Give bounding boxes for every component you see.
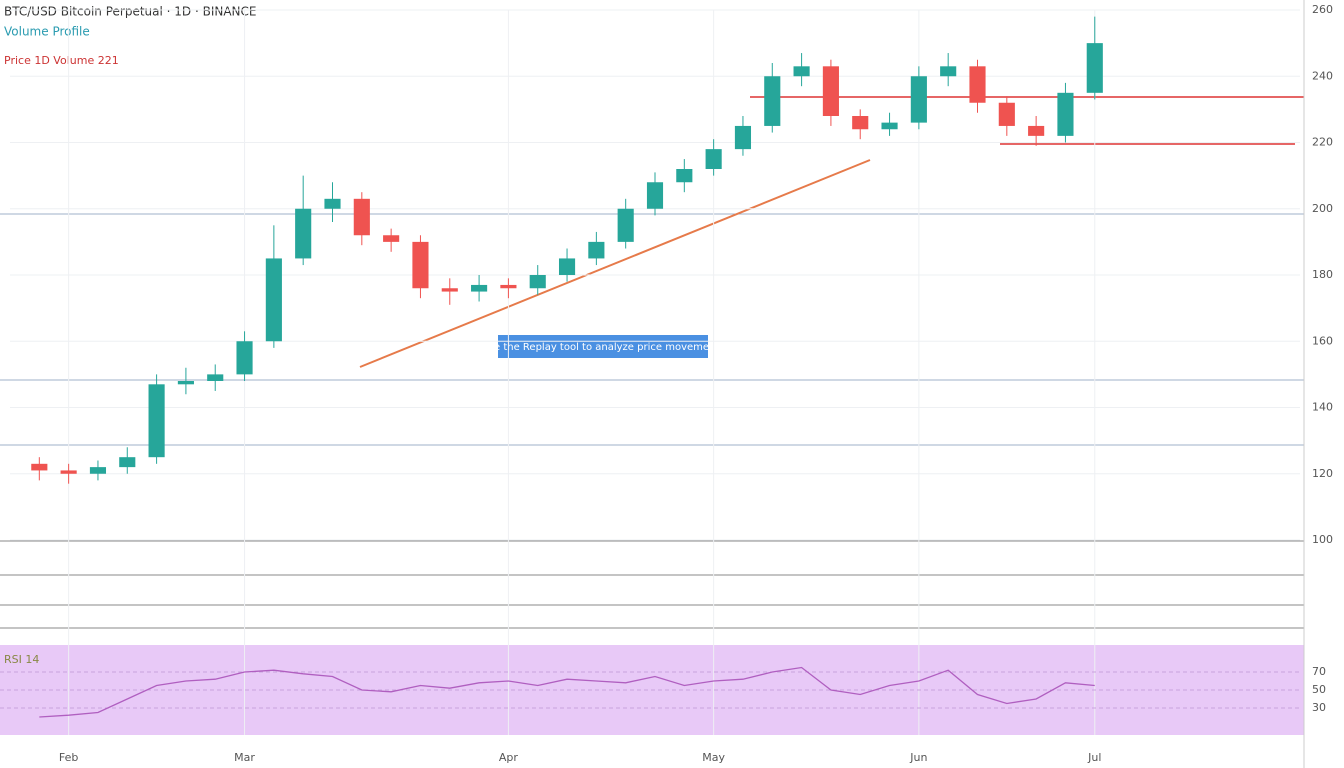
chart-title: BTC/USD Bitcoin Perpetual · 1D · BINANCE — [4, 5, 256, 19]
candle-body — [60, 470, 77, 474]
candle-body — [910, 76, 927, 123]
candle-body — [1028, 125, 1045, 136]
y-tick-label: 180 — [1312, 268, 1333, 281]
y-tick-label: 140 — [1312, 401, 1333, 414]
candle-body — [558, 258, 576, 275]
y-tick-label: 240 — [1312, 69, 1333, 82]
candle-body — [646, 182, 664, 209]
y-tick-label: 120 — [1312, 467, 1333, 480]
candle-body — [881, 122, 898, 130]
candle-body — [295, 208, 312, 259]
candle-body — [500, 284, 517, 289]
candle-body — [177, 381, 194, 385]
trend-line — [359, 159, 871, 368]
candle-body — [852, 116, 869, 130]
candle-body — [324, 198, 341, 209]
subtitle: Volume Profile — [4, 25, 90, 39]
candle-body — [236, 341, 253, 375]
y-tick-label: 30 — [1312, 701, 1326, 714]
y-tick-label: 160 — [1312, 334, 1333, 347]
candle-body — [822, 66, 839, 116]
candle-body — [119, 457, 136, 468]
candle-body — [353, 198, 370, 236]
x-tick-label: Apr — [499, 751, 519, 764]
rsi-title: RSI 14 — [4, 653, 39, 666]
y-tick-label: 220 — [1312, 136, 1333, 149]
candle-body — [383, 235, 400, 242]
candle-body — [793, 66, 810, 77]
candle-body — [998, 102, 1015, 126]
candle-body — [265, 258, 282, 342]
candle-body — [969, 66, 986, 103]
candle-body — [617, 208, 634, 242]
y-tick-label: 50 — [1312, 683, 1326, 696]
candle-body — [1086, 43, 1103, 93]
y-tick-label: 70 — [1312, 665, 1326, 678]
y-tick-label: 200 — [1312, 202, 1333, 215]
candle-body — [207, 374, 224, 381]
candle-body — [441, 288, 458, 292]
x-tick-label: May — [702, 751, 725, 764]
candle-body — [764, 76, 781, 126]
x-tick-label: Feb — [59, 751, 78, 764]
candle-body — [148, 384, 165, 458]
candle-body — [705, 149, 722, 169]
candle-body — [676, 169, 693, 183]
rsi-line — [39, 666, 1095, 718]
y-tick-label: 100 — [1312, 533, 1333, 546]
candle-body — [89, 467, 107, 474]
candle-body — [529, 275, 546, 289]
candle-body — [940, 66, 957, 77]
x-tick-label: Jun — [909, 751, 927, 764]
candle-body — [471, 284, 488, 292]
x-tick-label: Jul — [1087, 751, 1101, 764]
candle-body — [412, 241, 429, 289]
note: Use the Replay tool to analyze price mov… — [481, 342, 724, 353]
info: Price 1D Volume 221 — [4, 54, 119, 67]
candle-body — [1057, 92, 1074, 136]
candle-body — [734, 125, 752, 150]
candle-body — [588, 241, 605, 259]
x-tick-label: Mar — [234, 751, 255, 764]
candle-body — [31, 463, 48, 471]
y-tick-label: 260 — [1312, 3, 1333, 16]
